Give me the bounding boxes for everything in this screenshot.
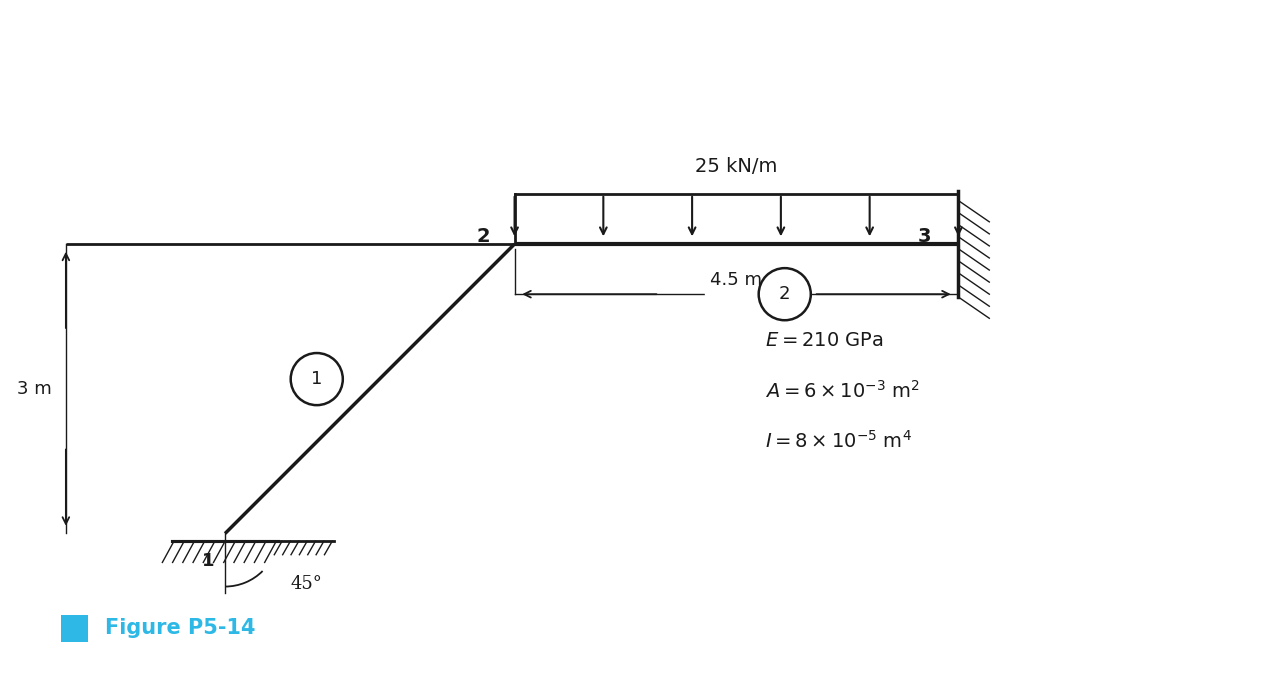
Text: 3: 3 bbox=[918, 227, 932, 246]
FancyBboxPatch shape bbox=[61, 614, 88, 642]
Circle shape bbox=[759, 268, 810, 320]
Text: $A = 6 \times 10^{-3}$ m$^2$: $A = 6 \times 10^{-3}$ m$^2$ bbox=[765, 380, 920, 402]
Text: 2: 2 bbox=[477, 227, 490, 246]
Text: 3 m: 3 m bbox=[17, 380, 51, 398]
Text: $E = 210$ GPa: $E = 210$ GPa bbox=[765, 331, 884, 350]
Text: Figure P5-14: Figure P5-14 bbox=[105, 618, 256, 638]
Text: 1: 1 bbox=[311, 370, 323, 388]
Text: 45°: 45° bbox=[291, 575, 323, 592]
Text: 1: 1 bbox=[201, 552, 214, 569]
Text: 2: 2 bbox=[780, 285, 791, 303]
Text: $I  = 8 \times 10^{-5}$ m$^4$: $I = 8 \times 10^{-5}$ m$^4$ bbox=[765, 430, 913, 452]
Text: 4.5 m: 4.5 m bbox=[710, 271, 763, 289]
Text: 25 kN/m: 25 kN/m bbox=[695, 157, 778, 176]
Circle shape bbox=[291, 353, 343, 405]
